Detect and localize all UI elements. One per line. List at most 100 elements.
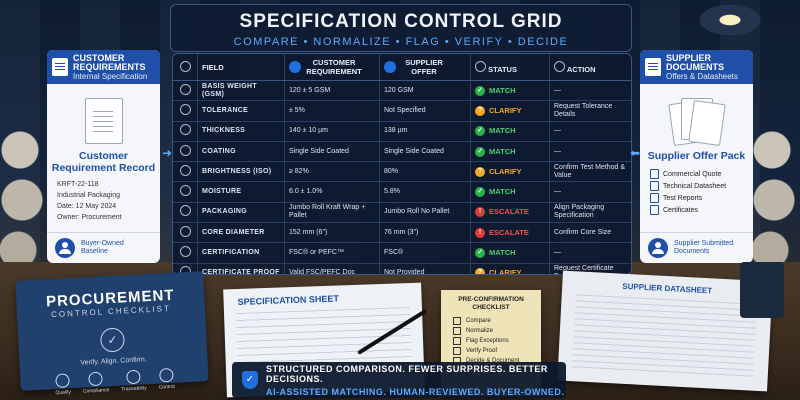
status-clarify-icon: ? bbox=[475, 105, 485, 116]
header-customer-label: CUSTOMER REQUIREMENT bbox=[306, 58, 362, 76]
document-icon bbox=[650, 169, 659, 179]
list-item-label: Commercial Quote bbox=[663, 170, 722, 178]
field-cell: BASIS WEIGHT (GSM) bbox=[197, 79, 285, 101]
status-match-icon: ✓ bbox=[475, 126, 485, 137]
list-item-label: Technical Datasheet bbox=[663, 182, 727, 190]
supplier-cell: 5.8% bbox=[379, 181, 471, 203]
status-badge: ✓ MATCH bbox=[475, 126, 545, 137]
checkbox-icon bbox=[453, 317, 461, 325]
list-item-label: Test Reports bbox=[663, 194, 703, 202]
row-icon-cell bbox=[173, 222, 198, 243]
supplier-documents-panel: SUPPLIER DOCUMENTS Offers & Datasheets S… bbox=[640, 50, 753, 263]
table-row: THICKNESS 140 ± 10 µm 138 µm ✓ MATCH — bbox=[173, 120, 631, 142]
status-cell: ? CLARIFY bbox=[470, 161, 550, 182]
status-cell: ! ESCALATE bbox=[470, 201, 550, 223]
binder-icon-label: Control bbox=[158, 383, 175, 391]
status-clarify-icon: ? bbox=[475, 166, 485, 177]
status-badge: ✓ MATCH bbox=[475, 85, 545, 96]
checklist-item-label: Normalize bbox=[466, 328, 494, 334]
table-row: CERTIFICATE PROOF Valid FSC/PEFC Doc Not P… bbox=[173, 262, 631, 274]
status-badge: ! ESCALATE bbox=[475, 227, 545, 238]
header-status-label: STATUS bbox=[488, 64, 517, 74]
table-row: CORE DIAMETER 152 mm (6") 76 mm (3")! ESCAL… bbox=[173, 222, 631, 243]
customer-requirements-panel: CUSTOMER REQUIREMENTS Internal Specifica… bbox=[47, 50, 160, 263]
user-icon bbox=[55, 238, 75, 258]
status-match-icon: ✓ bbox=[475, 146, 485, 157]
header-supplier: SUPPLIER OFFER bbox=[379, 54, 471, 81]
brush-icon bbox=[179, 144, 191, 156]
customer-cell: 6.0 ± 1.0% bbox=[284, 181, 380, 203]
status-label: MATCH bbox=[489, 187, 516, 197]
status-badge: ? CLARIFY bbox=[475, 105, 545, 116]
paper-rolls-left bbox=[0, 120, 48, 270]
table-header-row: FIELD CUSTOMER REQUIREMENT SUPPLIER OFFE… bbox=[173, 54, 631, 81]
target-icon bbox=[179, 103, 191, 115]
action-cell: Request Tolerance Details bbox=[549, 100, 631, 122]
supplier-cell: 76 mm (3") bbox=[379, 222, 471, 243]
status-badge: ? CLARIFY bbox=[475, 268, 545, 274]
row-icon-cell bbox=[173, 262, 198, 274]
shield-icon bbox=[475, 60, 486, 72]
document-icon bbox=[179, 266, 191, 274]
customer-cell: 120 ± 5 GSM bbox=[284, 79, 380, 101]
list-item: Certificates bbox=[650, 204, 743, 216]
quality-icon: Quality bbox=[54, 373, 71, 396]
row-icon-cell bbox=[173, 161, 198, 182]
checkbox-icon bbox=[453, 347, 461, 355]
field-cell: CERTIFICATE PROOF bbox=[197, 262, 285, 274]
status-cell: ✓ MATCH bbox=[470, 79, 550, 101]
header-supplier-label: SUPPLIER OFFER bbox=[405, 58, 443, 76]
list-item: Commercial Quote bbox=[650, 168, 743, 180]
row-icon-cell bbox=[173, 120, 198, 142]
status-label: MATCH bbox=[489, 126, 516, 136]
chat-icon bbox=[554, 60, 565, 72]
document-stack-icon bbox=[667, 96, 726, 147]
ruler-icon bbox=[179, 124, 191, 136]
customer-cell: 140 ± 10 µm bbox=[284, 120, 380, 142]
checklist-item: Flag Exceptions bbox=[441, 336, 541, 346]
checkbox-icon bbox=[453, 327, 461, 335]
checklist-item: Normalize bbox=[441, 326, 541, 336]
certificate-icon bbox=[650, 205, 659, 215]
status-badge: ✓ MATCH bbox=[475, 187, 545, 198]
table-row: CERTIFICATION FSC® or PEFC™ FSC® ✓ MATCH — bbox=[173, 242, 631, 264]
status-label: ESCALATE bbox=[489, 207, 529, 217]
supplier-cell: 80% bbox=[379, 161, 471, 182]
record-owner: Owner: Procurement bbox=[57, 214, 122, 221]
building-icon bbox=[648, 238, 668, 258]
customer-cell: ± 5% bbox=[284, 100, 380, 122]
checklist-item-label: Decide & Document bbox=[466, 358, 520, 364]
field-cell: CERTIFICATION bbox=[197, 242, 285, 264]
status-label: MATCH bbox=[489, 146, 516, 156]
status-badge: ✓ MATCH bbox=[475, 146, 545, 157]
supplier-cell: 138 µm bbox=[379, 120, 471, 142]
datasheet-lines bbox=[571, 294, 758, 380]
status-badge: ! ESCALATE bbox=[475, 207, 545, 218]
box-icon bbox=[179, 205, 191, 217]
action-cell: — bbox=[549, 120, 631, 142]
banner-line-2: AI-ASSISTED MATCHING. HUMAN-REVIEWED. BU… bbox=[266, 386, 565, 397]
customer-cell: Single Side Coated bbox=[284, 140, 380, 162]
compliance-icon: Compliance bbox=[82, 371, 109, 395]
drop-icon bbox=[179, 185, 191, 197]
supplier-footer-text: Supplier Submitted Documents bbox=[674, 240, 734, 255]
status-badge: ? CLARIFY bbox=[475, 166, 545, 177]
field-cell: COATING bbox=[197, 140, 285, 162]
status-match-icon: ✓ bbox=[475, 248, 485, 259]
customer-footer-text: Buyer-Owned Baseline bbox=[81, 240, 124, 255]
table-row: BASIS WEIGHT (GSM) 120 ± 5 GSM 120 GSM ✓ MAT… bbox=[173, 79, 631, 101]
customer-panel-footer: Buyer-Owned Baseline bbox=[47, 232, 160, 263]
row-icon-cell bbox=[173, 140, 198, 162]
field-cell: BRIGHTNESS (ISO) bbox=[197, 161, 285, 182]
header-action-label: ACTION bbox=[566, 64, 596, 74]
pack-title: Supplier Offer Pack bbox=[647, 150, 746, 162]
table-body: BASIS WEIGHT (GSM) 120 ± 5 GSM 120 GSM ✓ MAT… bbox=[173, 79, 631, 274]
document-icon bbox=[384, 61, 396, 73]
supplier-panel-header: SUPPLIER DOCUMENTS Offers & Datasheets bbox=[640, 50, 753, 84]
status-cell: ✓ MATCH bbox=[470, 181, 550, 203]
status-match-icon: ✓ bbox=[475, 85, 485, 96]
checklist-item: Compare bbox=[441, 316, 541, 326]
supplier-panel-subtitle: Offers & Datasheets bbox=[666, 71, 738, 81]
customer-panel-subtitle: Internal Specification bbox=[73, 71, 148, 81]
page-title: SPECIFICATION CONTROL GRID bbox=[239, 11, 563, 32]
